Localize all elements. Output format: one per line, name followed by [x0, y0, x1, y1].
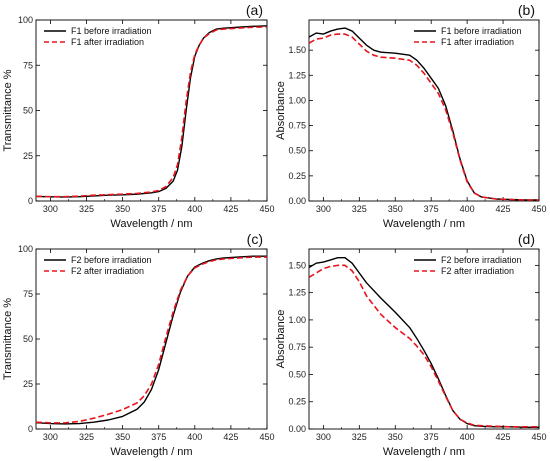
x-tick-label: 325: [79, 432, 94, 442]
x-tick-label: 450: [259, 204, 274, 214]
legend-entry: F2 before irradiation: [71, 255, 152, 265]
x-tick-label: 400: [460, 432, 475, 442]
series-line-before: [309, 257, 539, 429]
plot-frame: [35, 19, 268, 202]
legend-entry: F2 after irradiation: [71, 266, 144, 276]
x-tick-label: 375: [151, 204, 166, 214]
x-tick-label: 325: [79, 204, 94, 214]
x-tick-label: 375: [424, 432, 439, 442]
legend-entry: F1 before irradiation: [71, 26, 152, 36]
y-axis-label: Absorbance: [275, 310, 287, 369]
chart-panel-1: 300 325 350 375 400 425 450 0 25 50 75 100 Wavelengt…: [2, 2, 275, 230]
y-tick-label: 0: [28, 424, 33, 434]
legend-entry: F1 after irradiation: [71, 37, 144, 47]
chart-panel-2: 300 325 350 375 400 425 450 0.00 0.25 0.50 0.75 1.0…: [275, 2, 547, 230]
series-line-before: [309, 27, 539, 201]
y-tick-label: 0.00: [288, 424, 306, 434]
legend-entry: F1 before irradiation: [441, 26, 522, 36]
x-tick-label: 450: [531, 432, 546, 442]
x-axis-label: Wavelength / nm: [383, 446, 465, 458]
x-tick-label: 425: [223, 204, 238, 214]
chart-panel-3: 300 325 350 375 400 425 450 0 25 50 75 100 Wavelengt…: [2, 231, 275, 458]
legend-entry: F1 after irradiation: [441, 37, 514, 47]
x-tick-label: 450: [259, 432, 274, 442]
x-tick-label: 400: [187, 432, 202, 442]
y-tick-label: 1.50: [288, 45, 306, 55]
y-tick-label: 1.00: [288, 315, 306, 325]
y-axis-label: Transmittance %: [2, 69, 14, 151]
x-axis-label: Wavelength / nm: [110, 446, 192, 458]
x-tick-label: 425: [223, 432, 238, 442]
x-tick-label: 350: [388, 432, 403, 442]
series-line-after: [36, 256, 267, 424]
x-tick-label: 375: [424, 204, 439, 214]
y-tick-label: 100: [18, 244, 33, 254]
series-line-before: [36, 255, 267, 425]
x-tick-label: 425: [496, 432, 511, 442]
y-tick-label: 0.00: [288, 196, 306, 206]
series-line-after: [36, 26, 267, 198]
y-tick-label: 0: [28, 196, 33, 206]
y-tick-label: 75: [23, 60, 33, 70]
y-tick-label: 75: [23, 289, 33, 299]
x-axis-label: Wavelength / nm: [383, 218, 465, 230]
x-axis-label: Wavelength / nm: [110, 218, 192, 230]
legend-entry: F2 after irradiation: [441, 266, 514, 276]
y-tick-label: 100: [18, 15, 33, 25]
panel-label: (a): [246, 2, 263, 18]
y-tick-label: 50: [23, 106, 33, 116]
y-tick-label: 1.25: [288, 70, 306, 80]
chart-panel-4: 300 325 350 375 400 425 450 0.00 0.25 0.50 0.75 1.0…: [275, 231, 547, 458]
x-tick-label: 300: [43, 204, 58, 214]
panel-label: (b): [518, 2, 535, 18]
y-axis-label: Absorbance: [275, 81, 287, 140]
legend-entry: F2 before irradiation: [441, 255, 522, 265]
series-line-before: [36, 25, 267, 198]
y-tick-label: 1.50: [288, 260, 306, 270]
y-tick-label: 0.25: [288, 397, 306, 407]
y-tick-label: 0.50: [288, 146, 306, 156]
y-tick-label: 0.50: [288, 369, 306, 379]
y-tick-label: 25: [23, 379, 33, 389]
x-tick-label: 425: [496, 204, 511, 214]
x-tick-label: 350: [115, 204, 130, 214]
x-tick-label: 300: [316, 204, 331, 214]
x-tick-label: 400: [460, 204, 475, 214]
x-tick-label: 400: [187, 204, 202, 214]
series-line-after: [309, 264, 539, 428]
y-axis-label: Transmittance %: [2, 298, 14, 380]
x-tick-label: 300: [43, 432, 58, 442]
y-tick-label: 1.25: [288, 288, 306, 298]
y-tick-label: 0.25: [288, 171, 306, 181]
x-tick-label: 325: [352, 204, 367, 214]
y-tick-label: 0.75: [288, 342, 306, 352]
panel-label: (c): [247, 231, 263, 247]
x-tick-label: 350: [388, 204, 403, 214]
x-tick-label: 450: [531, 204, 546, 214]
y-tick-label: 50: [23, 334, 33, 344]
y-tick-label: 1.00: [288, 95, 306, 105]
x-tick-label: 375: [151, 432, 166, 442]
plot-frame: [308, 19, 540, 202]
panel-label: (d): [518, 231, 535, 247]
x-tick-label: 350: [115, 432, 130, 442]
y-tick-label: 0.75: [288, 121, 306, 131]
x-tick-label: 300: [316, 432, 331, 442]
series-line-after: [309, 33, 539, 201]
x-tick-label: 325: [352, 432, 367, 442]
plot-frame: [308, 248, 540, 430]
y-tick-label: 25: [23, 151, 33, 161]
plot-frame: [35, 248, 268, 430]
